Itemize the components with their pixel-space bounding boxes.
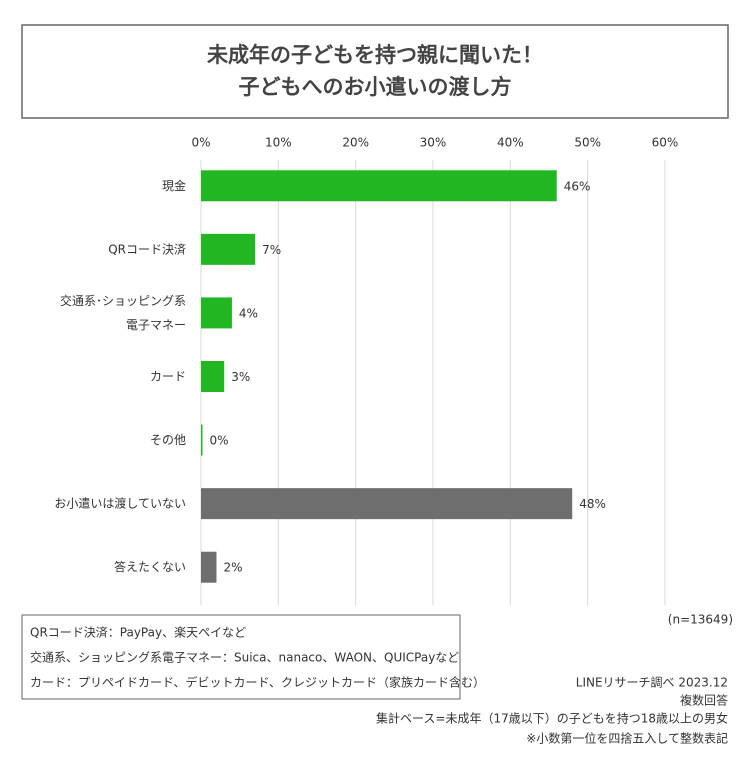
bar [201, 551, 217, 583]
x-tick-label: 60% [652, 136, 679, 150]
note: QRコード決済：PayPay、楽天ペイなど [30, 625, 246, 640]
y-tick-label: その他 [150, 433, 186, 447]
data-label: 2% [223, 561, 242, 575]
y-tick-label: 現金 [162, 177, 186, 192]
bar [201, 297, 232, 329]
y-tick-label: QRコード決済 [108, 241, 186, 256]
x-tick-label: 40% [497, 136, 524, 150]
x-tick-label: 50% [574, 136, 601, 150]
y-tick-label: お小遣いは渡していない [54, 495, 186, 510]
bar [201, 361, 225, 392]
source-note: 複数回答 [680, 693, 728, 708]
source-note: LINEリサーチ調べ 2023.12 [576, 676, 728, 690]
y-tick-label: 交通系･ショッピング系電子マネー [60, 292, 186, 331]
data-label: 3% [231, 370, 250, 384]
title-box [21, 24, 729, 119]
bar [201, 488, 573, 520]
data-label: 46% [564, 179, 591, 193]
x-tick-label: 0% [191, 136, 210, 150]
sample-size: (n=13649) [668, 613, 733, 627]
notes-box [21, 614, 461, 700]
source-note: 集計ベース=未成年（17歳以下）の子どもを持つ18歳以上の男女 [376, 711, 728, 726]
note: 交通系、ショッピング系電子マネー：Suica、nanaco、WAON、QUICP… [30, 650, 459, 665]
data-label: 7% [262, 243, 281, 257]
data-label: 4% [239, 306, 258, 320]
x-tick-label: 30% [420, 136, 447, 150]
data-label: 48% [579, 497, 606, 511]
bar [201, 424, 203, 456]
note: カード：プリペイドカード、デビットカード、クレジットカード（家族カード含む） [30, 675, 485, 690]
bar [201, 233, 256, 265]
x-tick-label: 20% [342, 136, 369, 150]
x-tick-label: 10% [265, 136, 292, 150]
chart-title: 未成年の子どもを持つ親に聞いた！ [207, 43, 543, 67]
bar [201, 170, 557, 202]
source-note: ※小数第一位を四捨五入して整数表記 [526, 731, 728, 746]
chart-title: 子どもへのお小遣いの渡し方 [239, 75, 512, 99]
data-label: 0% [210, 434, 229, 448]
y-tick-label: カード [150, 369, 186, 383]
y-tick-label: 答えたくない [114, 559, 186, 574]
